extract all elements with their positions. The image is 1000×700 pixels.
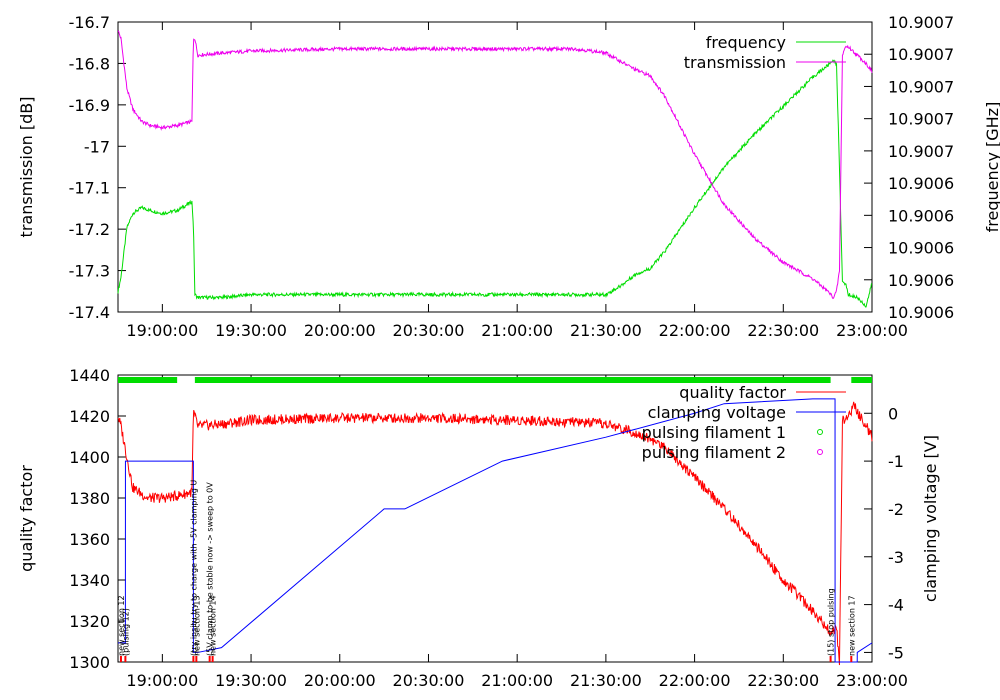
left-tick-label: 1380 (69, 489, 110, 508)
series-clamping-voltage (118, 398, 873, 663)
y-axis-label: transmission [dB] (17, 97, 36, 238)
annotation-label: (pulsing 12) (121, 608, 130, 656)
series-line (117, 30, 873, 300)
x-tick-label: 21:30:00 (570, 671, 642, 690)
y2-axis-label: clamping voltage [V] (921, 435, 940, 602)
annotation-label: new section 13 (192, 595, 201, 656)
x-tick-label: 21:30:00 (570, 321, 642, 340)
right-tick-label: 10.9007 (888, 77, 954, 96)
x-tick-label: 20:00:00 (304, 671, 376, 690)
series-transmission (117, 30, 873, 300)
left-tick-label: 1420 (69, 407, 110, 426)
left-tick-label: -17.1 (69, 179, 110, 198)
left-tick-label: 1300 (69, 653, 110, 672)
right-tick-label: 10.9006 (888, 271, 954, 290)
left-tick-label: -16.7 (69, 13, 110, 32)
left-tick-label: 1320 (69, 612, 110, 631)
x-tick-label: 19:30:00 (215, 671, 287, 690)
left-tick-label: 1360 (69, 530, 110, 549)
x-tick-label: 22:00:00 (659, 321, 731, 340)
legend-label: pulsing filament 2 (642, 443, 786, 462)
annotation-label: new section 17 (847, 595, 856, 656)
series-frequency (117, 59, 873, 308)
x-tick-label: 23:00:00 (836, 671, 908, 690)
series-line (117, 401, 873, 666)
series-line (117, 59, 873, 308)
right-tick-label: 10.9006 (888, 303, 954, 322)
right-tick-label: -1 (888, 452, 904, 471)
y-axis-label: quality factor (17, 465, 36, 572)
legend-marker (817, 429, 823, 435)
left-tick-label: 1340 (69, 571, 110, 590)
right-tick-label: 10.9006 (888, 174, 954, 193)
plot-frame (117, 21, 873, 313)
x-tick-label: 19:30:00 (215, 321, 287, 340)
right-tick-label: 10.9007 (888, 142, 954, 161)
left-tick-label: -16.9 (69, 96, 110, 115)
legend-label: clamping voltage (648, 403, 786, 422)
annotation-label: (5V clamp to be stable now -> sweep to 0… (206, 482, 215, 656)
x-tick-label: 19:00:00 (126, 671, 198, 690)
left-tick-label: -16.8 (69, 54, 110, 73)
right-tick-label: 10.9006 (888, 206, 954, 225)
legend-label: frequency (706, 33, 786, 52)
x-tick-label: 20:00:00 (304, 321, 376, 340)
legend-label: pulsing filament 1 (642, 423, 786, 442)
annotation-label: (15) stop pulsing (827, 588, 836, 656)
x-tick-label: 22:00:00 (659, 671, 731, 690)
x-tick-label: 21:00:00 (481, 321, 553, 340)
legend-marker (817, 449, 823, 455)
right-tick-label: 0 (888, 404, 898, 423)
series-line (118, 398, 873, 663)
legend-label: transmission (684, 53, 786, 72)
left-tick-label: -17.2 (69, 220, 110, 239)
right-tick-label: -4 (888, 596, 904, 615)
plot-frame (117, 374, 873, 663)
chart-panel-1: -16.7 -16.8 -16.9 -17 -17.1 -17.2 -17.3 -17.4 10… (17, 13, 1000, 340)
left-tick-label: -17 (84, 137, 110, 156)
x-tick-label: 23:00:00 (836, 321, 908, 340)
right-tick-label: 10.9007 (888, 13, 954, 32)
x-tick-label: 21:00:00 (481, 671, 553, 690)
left-tick-label: -17.3 (69, 262, 110, 281)
annotation-label: new section 14 (209, 595, 218, 656)
legend-label: quality factor (679, 383, 786, 402)
left-tick-label: 1440 (69, 366, 110, 385)
right-tick-label: -3 (888, 548, 904, 567)
right-tick-label: 10.9007 (888, 110, 954, 129)
right-tick-label: 10.9006 (888, 239, 954, 258)
series-quality-factor (117, 401, 873, 666)
left-tick-label: -17.4 (69, 303, 110, 322)
left-tick-label: 1400 (69, 448, 110, 467)
annotation-label: (try insitu try to charge with -5V clamp… (189, 480, 198, 656)
chart-panel-2: 1440 1420 1400 1380 1360 1340 1320 1300 0 -1 -2 -3 -… (17, 366, 940, 690)
x-tick-label: 20:30:00 (393, 321, 465, 340)
annotation-label: new section 12 (117, 595, 126, 656)
right-tick-label: -2 (888, 500, 904, 519)
right-tick-label: 10.9007 (888, 45, 954, 64)
y2-axis-label: frequency [GHz] (983, 102, 1000, 233)
x-tick-label: 22:30:00 (747, 671, 819, 690)
right-tick-label: -5 (888, 643, 904, 662)
x-tick-label: 19:00:00 (126, 321, 198, 340)
x-tick-label: 22:30:00 (747, 321, 819, 340)
x-tick-label: 20:30:00 (393, 671, 465, 690)
